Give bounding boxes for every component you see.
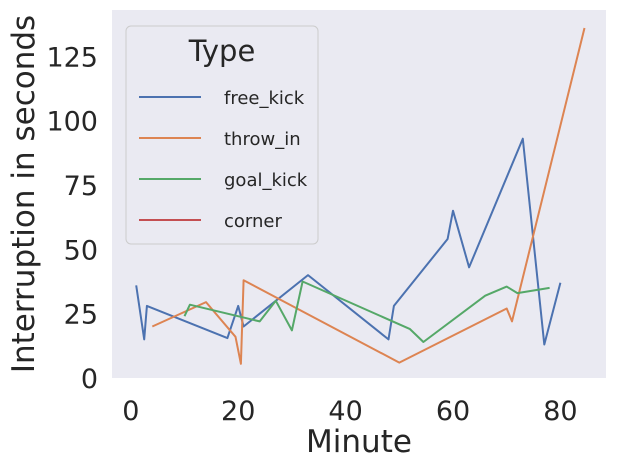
y-tick-label: 125	[46, 42, 98, 73]
x-tick-label: 80	[543, 396, 577, 427]
y-tick-label: 25	[64, 300, 98, 331]
y-tick-label: 100	[46, 107, 98, 138]
series-line-throw-in	[151, 27, 586, 365]
x-tick-label: 40	[328, 396, 362, 427]
series-line-goal-kick	[183, 280, 550, 343]
x-tick-label: 0	[122, 396, 139, 427]
series-layer	[135, 27, 586, 365]
legend-box	[125, 25, 319, 245]
y-tick-label: 50	[64, 235, 98, 266]
axis-layer: 0 20 40 60 80 0 25 50 75 100 125	[46, 42, 577, 427]
x-tick-label: 60	[436, 396, 470, 427]
legend-label-goal-kick: goal_kick	[224, 170, 308, 191]
legend-label-corner: corner	[224, 211, 282, 232]
legend-label-throw-in: throw_in	[224, 129, 301, 150]
legend-label-free-kick: free_kick	[224, 88, 305, 109]
x-tick-label: 20	[221, 396, 255, 427]
y-tick-label: 75	[64, 171, 98, 202]
x-axis-title: Minute	[306, 424, 412, 460]
y-axis-title: Interruption in seconds	[6, 15, 42, 373]
legend-title: Type	[188, 34, 256, 68]
y-tick-label: 0	[81, 364, 98, 395]
